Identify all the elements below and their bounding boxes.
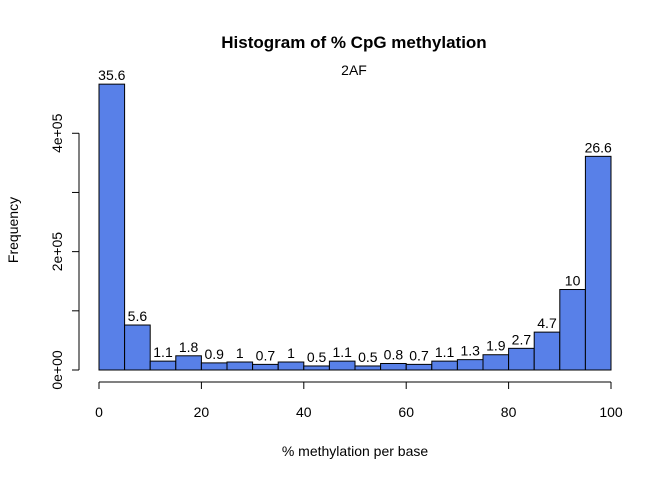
bar-data-label-2: 1.1 xyxy=(153,344,173,360)
y-tick-label-2: 2e+05 xyxy=(49,232,65,272)
histogram-bar-18 xyxy=(559,289,586,371)
histogram-bar-15 xyxy=(482,354,510,371)
y-axis-label: Frequency xyxy=(5,197,21,263)
histogram-bar-2 xyxy=(149,360,177,371)
x-tick-label-1: 20 xyxy=(194,404,210,420)
bar-data-label-7: 1 xyxy=(287,345,295,361)
x-tick-label-2: 40 xyxy=(296,404,312,420)
histogram-bar-4 xyxy=(200,362,228,371)
x-tick-label-3: 60 xyxy=(398,404,414,420)
histogram-bar-14 xyxy=(456,359,484,371)
histogram-bar-1 xyxy=(124,324,151,371)
histogram-bar-17 xyxy=(533,331,561,371)
bar-data-label-8: 0.5 xyxy=(307,349,327,365)
bar-data-label-4: 0.9 xyxy=(204,346,224,362)
histogram-bar-13 xyxy=(431,360,458,371)
x-tick-label-0: 0 xyxy=(95,404,103,420)
histogram-bar-8 xyxy=(303,365,330,371)
bar-data-label-1: 5.6 xyxy=(128,308,148,324)
bar-data-label-3: 1.8 xyxy=(179,339,199,355)
histogram-bar-6 xyxy=(252,363,279,371)
histogram-bar-3 xyxy=(175,355,202,371)
bar-data-label-18: 10 xyxy=(565,273,581,289)
x-tick-label-5: 100 xyxy=(599,404,623,420)
bar-data-label-13: 1.1 xyxy=(435,344,455,360)
chart-title: Histogram of % CpG methylation xyxy=(221,33,486,52)
bar-data-label-19: 26.6 xyxy=(585,139,612,155)
bar-data-label-14: 1.3 xyxy=(460,343,480,359)
y-tick-label-4: 4e+05 xyxy=(49,113,65,153)
bar-data-label-12: 0.7 xyxy=(409,347,429,363)
histogram-bar-19 xyxy=(584,155,612,371)
y-tick-label-0: 0e+00 xyxy=(49,350,65,390)
chart-subtitle: 2AF xyxy=(341,62,367,78)
bar-data-label-17: 4.7 xyxy=(537,315,557,331)
bar-data-label-9: 1.1 xyxy=(332,344,352,360)
histogram-bar-7 xyxy=(277,361,305,371)
bar-data-label-5: 1 xyxy=(236,345,244,361)
histogram-bar-11 xyxy=(380,362,407,371)
histogram-bar-5 xyxy=(226,361,254,371)
bar-labels-group: 35.6 5.6 1.1 1.8 0.9 1 0.7 1 0.5 1.1 0.5 0.8 0.7 1.1 1… xyxy=(98,67,612,365)
bar-data-label-11: 0.8 xyxy=(384,346,404,362)
histogram-bar-12 xyxy=(405,363,433,371)
bar-data-label-6: 0.7 xyxy=(256,347,276,363)
x-axis-label: % methylation per base xyxy=(282,443,429,459)
y-axis: 0e+00 2e+05 4e+05 xyxy=(49,113,80,390)
bar-data-label-10: 0.5 xyxy=(358,349,378,365)
histogram-bar-16 xyxy=(508,347,535,371)
bar-data-label-15: 1.9 xyxy=(486,338,506,354)
histogram-bar-9 xyxy=(328,360,356,371)
bars-group xyxy=(98,83,612,371)
x-tick-label-4: 80 xyxy=(501,404,517,420)
histogram-bar-0 xyxy=(98,83,126,371)
bar-data-label-16: 2.7 xyxy=(512,331,532,347)
histogram-bar-10 xyxy=(354,365,382,371)
bar-data-label-0: 35.6 xyxy=(98,67,125,83)
x-axis: 0 20 40 60 80 100 xyxy=(95,381,623,420)
